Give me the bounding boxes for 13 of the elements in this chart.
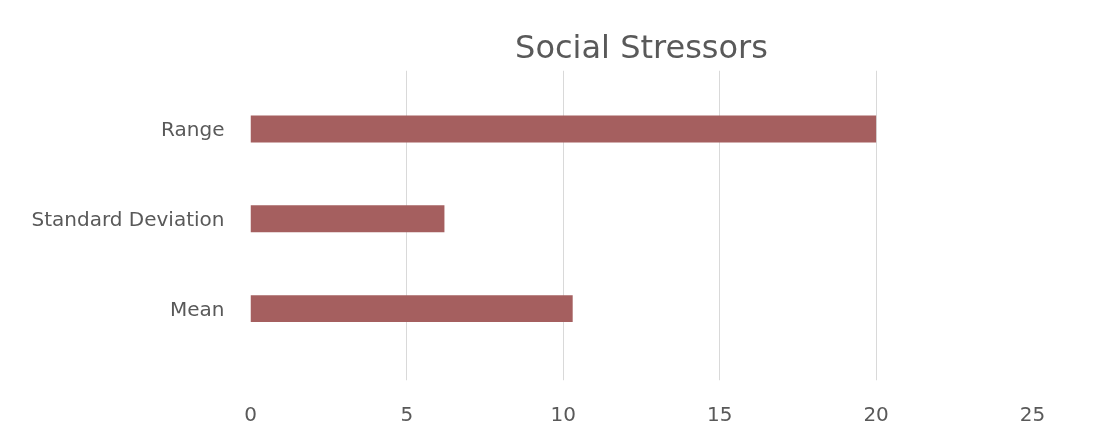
y-tick-label: Mean <box>170 296 225 321</box>
y-tick-label: Range <box>161 116 225 141</box>
x-tick-label: 5 <box>400 401 414 426</box>
chart-title: Social Stressors <box>515 27 768 66</box>
bar <box>250 115 877 143</box>
x-tick-label: 0 <box>244 401 257 426</box>
x-tick-label: 25 <box>1019 401 1046 426</box>
bar <box>250 295 573 323</box>
bar <box>250 205 445 233</box>
x-tick-label: 20 <box>863 401 889 426</box>
x-tick-label: 15 <box>706 401 733 426</box>
y-tick-label: Standard Deviation <box>31 206 225 231</box>
x-tick-label: 10 <box>550 401 577 426</box>
